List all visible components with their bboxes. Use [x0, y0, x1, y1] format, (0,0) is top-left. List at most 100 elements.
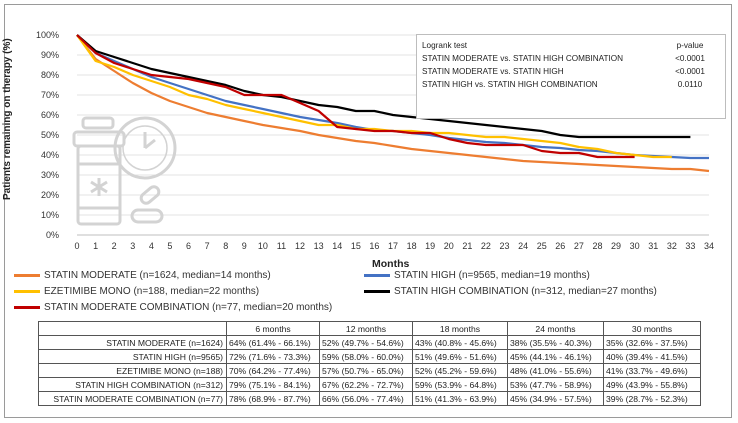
axis-ticks: 0%10%20%30%40%50%60%70%80%90%100%0 1 2 3 4 5 6…	[36, 30, 714, 251]
x-tick-label: 3	[130, 241, 135, 251]
table-header: 24 months	[507, 321, 604, 336]
table-cell: 49% (43.9% - 55.8%)	[603, 377, 701, 392]
x-tick-label: 2	[112, 241, 117, 251]
x-tick-label: 16	[369, 241, 379, 251]
table-cell: 78% (68.9% - 87.7%)	[226, 391, 320, 406]
table-row: STATIN MODERATE (n=1624) 64% (61.4% - 66…	[38, 335, 701, 350]
legend-item: STATIN MODERATE (n=1624, median=14 month…	[14, 270, 271, 281]
table-cell: 52% (45.2% - 59.6%)	[412, 363, 508, 378]
table-header-row: 6 months 12 months 18 months 24 months 3…	[38, 321, 701, 336]
legend-swatch	[14, 290, 40, 293]
x-tick-label: 27	[574, 241, 584, 251]
x-tick-label: 6	[186, 241, 191, 251]
logrank-title: Logrank test	[422, 41, 468, 50]
legend-label: STATIN MODERATE (n=1624, median=14 month…	[44, 270, 271, 281]
table-cell: 59% (58.0% - 60.0%)	[319, 349, 413, 364]
y-tick-label: 60%	[41, 110, 59, 120]
legend-label: STATIN HIGH (n=9565, median=19 months)	[394, 270, 590, 281]
x-tick-label: 7	[205, 241, 210, 251]
table-cell: 41% (33.7% - 49.6%)	[603, 363, 701, 378]
x-tick-label: 0	[74, 241, 79, 251]
table-cell: 79% (75.1% - 84.1%)	[226, 377, 320, 392]
table-cell: STATIN HIGH (n=9565)	[38, 349, 227, 364]
x-axis-label: Months	[372, 258, 410, 270]
table-cell: 59% (53.9% - 64.8%)	[412, 377, 508, 392]
table-row: EZETIMIBE MONO (n=188) 70% (64.2% - 77.4…	[38, 363, 701, 378]
table-cell: 39% (28.7% - 52.3%)	[603, 391, 701, 406]
x-tick-label: 34	[704, 241, 714, 251]
y-tick-label: 0%	[46, 230, 59, 240]
table-cell: 51% (49.6% - 51.6%)	[412, 349, 508, 364]
table-header: 12 months	[319, 321, 413, 336]
y-tick-label: 10%	[41, 210, 59, 220]
y-tick-label: 100%	[36, 30, 59, 40]
x-tick-label: 12	[295, 241, 305, 251]
table-cell: STATIN HIGH COMBINATION (n=312)	[38, 377, 227, 392]
x-tick-label: 15	[351, 241, 361, 251]
table-row: STATIN HIGH COMBINATION (n=312) 79% (75.…	[38, 377, 701, 392]
table-cell: 35% (32.6% - 37.5%)	[603, 335, 701, 350]
x-tick-label: 26	[555, 241, 565, 251]
x-tick-label: 28	[592, 241, 602, 251]
series-line	[76, 34, 691, 139]
table-header	[38, 321, 227, 336]
logrank-p-header: p-value	[676, 41, 704, 50]
table-cell: 67% (62.2% - 72.7%)	[319, 377, 413, 392]
x-tick-label: 9	[242, 241, 247, 251]
x-tick-label: 19	[425, 241, 435, 251]
legend-label: STATIN HIGH COMBINATION (n=312, median=2…	[394, 286, 657, 297]
x-tick-label: 23	[500, 241, 510, 251]
table-cell: 38% (35.5% - 40.3%)	[507, 335, 604, 350]
x-tick-label: 18	[407, 241, 417, 251]
legend-swatch	[364, 274, 390, 277]
table-header: 30 months	[603, 321, 701, 336]
logrank-comparison: STATIN MODERATE vs. STATIN HIGH COMBINAT…	[422, 54, 624, 63]
table-cell: 43% (40.8% - 45.6%)	[412, 335, 508, 350]
x-tick-label: 25	[537, 241, 547, 251]
series-lines	[76, 34, 710, 173]
legend-item: EZETIMIBE MONO (n=188, median=22 months)	[14, 286, 259, 297]
logrank-header: Logrank test p-value	[422, 41, 720, 50]
logrank-comparison: STATIN MODERATE vs. STATIN HIGH	[422, 67, 564, 76]
pill-bottle-icon	[72, 116, 126, 226]
x-tick-label: 22	[481, 241, 491, 251]
legend-item: STATIN HIGH (n=9565, median=19 months)	[364, 270, 590, 281]
x-tick-label: 11	[277, 241, 286, 251]
y-tick-label: 40%	[41, 150, 59, 160]
table-header: 6 months	[226, 321, 320, 336]
x-tick-label: 24	[518, 241, 528, 251]
table-header: 18 months	[412, 321, 508, 336]
table-cell: EZETIMIBE MONO (n=188)	[38, 363, 227, 378]
x-tick-label: 32	[667, 241, 677, 251]
table-row: STATIN HIGH (n=9565) 72% (71.6% - 73.3%)…	[38, 349, 701, 364]
legend-item: STATIN MODERATE COMBINATION (n=77, media…	[14, 302, 332, 313]
table-cell: 57% (50.7% - 65.0%)	[319, 363, 413, 378]
x-tick-label: 1	[93, 241, 98, 251]
series-line	[76, 34, 635, 159]
legend-item: STATIN HIGH COMBINATION (n=312, median=2…	[364, 286, 657, 297]
x-tick-label: 30	[630, 241, 640, 251]
table-cell: 70% (64.2% - 77.4%)	[226, 363, 320, 378]
series-line	[76, 34, 672, 159]
x-tick-label: 29	[611, 241, 621, 251]
table-cell: 45% (34.9% - 57.5%)	[507, 391, 604, 406]
table-cell: 53% (47.7% - 58.9%)	[507, 377, 604, 392]
logrank-row: STATIN HIGH vs. STATIN HIGH COMBINATION …	[422, 80, 720, 89]
legend-label: EZETIMIBE MONO (n=188, median=22 months)	[44, 286, 260, 297]
y-tick-label: 90%	[41, 50, 59, 60]
y-axis-label: Patients remaining on therapy (%)	[2, 38, 13, 200]
x-tick-label: 10	[258, 241, 268, 251]
table-cell: 51% (41.3% - 63.9%)	[412, 391, 508, 406]
x-tick-label: 14	[332, 241, 342, 251]
x-tick-label: 17	[388, 241, 398, 251]
logrank-row: STATIN MODERATE vs. STATIN HIGH COMBINAT…	[422, 54, 720, 63]
table-cell: 66% (56.0% - 77.4%)	[319, 391, 413, 406]
table-cell: 64% (61.4% - 66.1%)	[226, 335, 320, 350]
logrank-p-value: 0.0110	[677, 80, 703, 89]
logrank-row: STATIN MODERATE vs. STATIN HIGH <0.0001	[422, 67, 720, 76]
x-tick-label: 33	[685, 241, 695, 251]
logrank-p-value: <0.0001	[675, 54, 705, 63]
table-row: STATIN MODERATE COMBINATION (n=77) 78% (…	[38, 391, 701, 406]
y-tick-label: 50%	[41, 130, 59, 140]
table-cell: 72% (71.6% - 73.3%)	[226, 349, 320, 364]
